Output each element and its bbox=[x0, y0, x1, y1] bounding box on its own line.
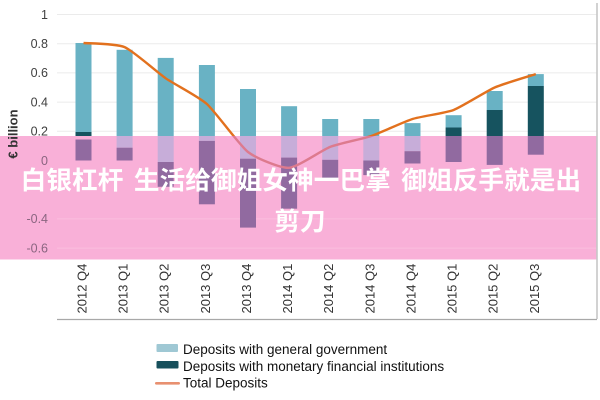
svg-text:2013 Q2: 2013 Q2 bbox=[157, 264, 172, 314]
svg-text:0.6: 0.6 bbox=[31, 66, 48, 80]
svg-text:0: 0 bbox=[41, 154, 48, 168]
svg-text:Deposits with monetary financi: Deposits with monetary financial institu… bbox=[183, 359, 444, 374]
svg-text:2014 Q3: 2014 Q3 bbox=[362, 264, 377, 314]
svg-text:2013 Q1: 2013 Q1 bbox=[116, 264, 131, 314]
svg-text:2015 Q3: 2015 Q3 bbox=[527, 264, 542, 314]
svg-text:2015 Q1: 2015 Q1 bbox=[445, 264, 460, 314]
svg-text:-0.4: -0.4 bbox=[26, 212, 48, 226]
svg-text:0.2: 0.2 bbox=[31, 125, 48, 139]
svg-text:1: 1 bbox=[41, 8, 48, 22]
svg-text:0.4: 0.4 bbox=[31, 95, 48, 109]
svg-text:2014 Q1: 2014 Q1 bbox=[280, 264, 295, 314]
svg-text:2013 Q3: 2013 Q3 bbox=[198, 264, 213, 314]
svg-text:-0.6: -0.6 bbox=[26, 241, 48, 255]
svg-text:Total Deposits: Total Deposits bbox=[183, 375, 268, 390]
svg-text:€ billion: € billion bbox=[6, 109, 21, 158]
svg-text:2015 Q2: 2015 Q2 bbox=[486, 264, 501, 314]
svg-text:0.8: 0.8 bbox=[31, 37, 48, 51]
svg-text:Deposits with general governme: Deposits with general government bbox=[183, 342, 387, 357]
svg-text:2014 Q2: 2014 Q2 bbox=[321, 264, 336, 314]
svg-text:2013 Q4: 2013 Q4 bbox=[239, 264, 254, 314]
svg-text:2012 Q4: 2012 Q4 bbox=[75, 264, 90, 314]
svg-text:2014 Q4: 2014 Q4 bbox=[404, 264, 419, 314]
